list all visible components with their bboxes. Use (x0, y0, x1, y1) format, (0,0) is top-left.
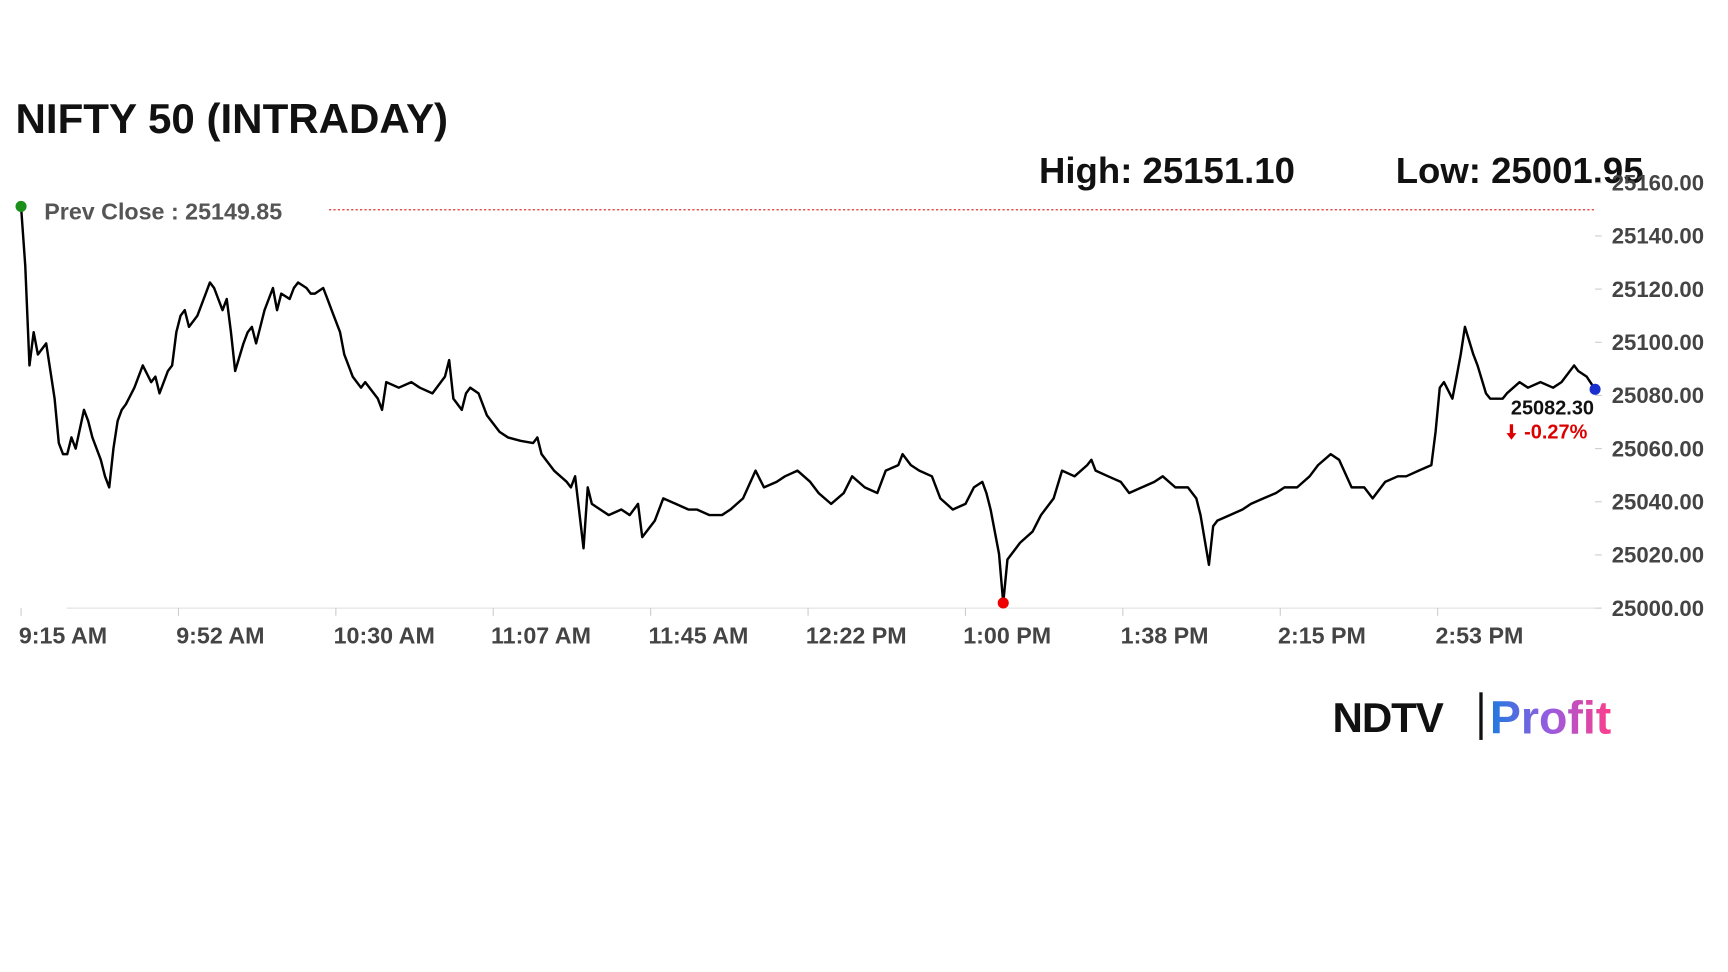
x-tick-label: 11:45 AM (648, 623, 748, 649)
x-tick-label: 2:15 PM (1278, 623, 1366, 649)
chart-title: NIFTY 50 (INTRADAY) (16, 95, 449, 142)
y-tick-label: 25020.00 (1612, 543, 1704, 568)
x-tick-label: 9:15 AM (19, 623, 107, 649)
x-tick-label: 12:22 PM (806, 623, 907, 649)
y-tick-label: 25100.00 (1612, 330, 1704, 355)
y-tick-label: 25140.00 (1612, 224, 1704, 249)
x-tick-label: 11:07 AM (491, 623, 591, 649)
y-tick-label: 25000.00 (1612, 596, 1704, 621)
low-dot (997, 597, 1009, 609)
y-tick-label: 25040.00 (1612, 490, 1704, 515)
low-label: Low: 25001.95 (1396, 150, 1644, 191)
x-tick-label: 1:00 PM (963, 623, 1051, 649)
price-line (19, 206, 1597, 605)
y-tick-label: 25120.00 (1612, 277, 1704, 302)
y-tick-label: 25160.00 (1612, 171, 1704, 196)
down-arrow-icon (1506, 424, 1517, 440)
change-label: -0.27% (1524, 422, 1587, 444)
y-tick-label: 25060.00 (1612, 436, 1704, 461)
prev-close-label: Prev Close : 25149.85 (44, 198, 282, 224)
x-tick-label: 9:52 AM (176, 623, 264, 649)
last-price-label: 25082.30 (1511, 397, 1594, 419)
high-label: High: 25151.10 (1039, 150, 1295, 191)
x-tick-label: 10:30 AM (334, 623, 435, 649)
x-tick-label: 1:38 PM (1121, 623, 1209, 649)
brand-ndtv: NDTV (1333, 694, 1444, 741)
y-tick-label: 25080.00 (1612, 383, 1704, 408)
end-dot (1589, 383, 1601, 395)
start-dot (15, 200, 27, 212)
brand-profit: Profit (1490, 691, 1611, 743)
x-tick-label: 2:53 PM (1435, 623, 1523, 649)
